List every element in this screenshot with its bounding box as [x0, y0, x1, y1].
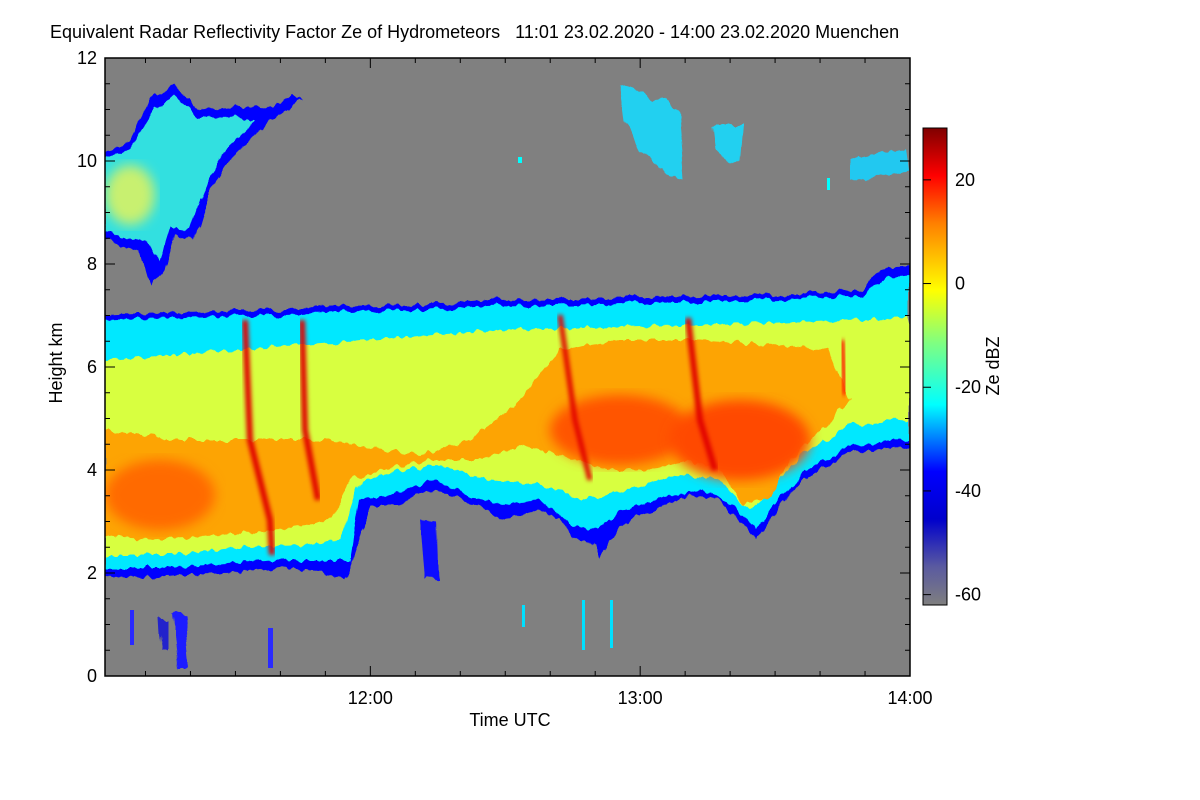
- x-tick-label: 14:00: [887, 688, 932, 708]
- low-clutter-6: [522, 605, 525, 627]
- colorbar-tick-label: -60: [955, 585, 981, 605]
- cirrus-center-b: [712, 125, 745, 165]
- y-tick-label: 6: [87, 357, 97, 377]
- cloud-layer-orange: [105, 340, 850, 540]
- x-axis-label: Time UTC: [469, 710, 550, 730]
- fall-streak-5: [839, 339, 848, 396]
- core-east: [670, 400, 810, 480]
- colorbar-ticks: 20 0 -20 -40 -60: [923, 170, 981, 605]
- colorbar-tick-label: 20: [955, 170, 975, 190]
- low-clutter-3: [130, 610, 134, 645]
- y-tick-label: 10: [77, 151, 97, 171]
- fall-streak-4: [685, 317, 718, 471]
- colorbar: [922, 127, 948, 606]
- y-tick-label: 4: [87, 460, 97, 480]
- low-clutter-8: [610, 600, 613, 648]
- fall-streak-2: [299, 319, 321, 501]
- low-clutter-4: [268, 628, 273, 668]
- cirrus-west-core: [105, 165, 155, 225]
- chart-title: Equivalent Radar Reflectivity Factor Ze …: [50, 22, 900, 42]
- reflectivity-field: [105, 85, 910, 668]
- colorbar-tick-label: 0: [955, 274, 965, 294]
- x-tick-label: 12:00: [348, 688, 393, 708]
- cirrus-east: [850, 148, 908, 180]
- core-west: [105, 460, 215, 530]
- colorbar-tick-label: -40: [955, 481, 981, 501]
- colorbar-label: Ze dBZ: [983, 336, 1003, 395]
- low-clutter-1: [172, 612, 190, 668]
- core-center: [550, 395, 690, 465]
- low-clutter-2: [158, 618, 168, 650]
- x-tick-label: 13:00: [618, 688, 663, 708]
- y-tick-label: 0: [87, 666, 97, 686]
- colorbar-tick-label: -20: [955, 377, 981, 397]
- y-axis-ticks: 0 2 4 6 8 10 12: [77, 48, 910, 686]
- low-clutter-7: [582, 600, 585, 650]
- low-clutter-5: [420, 520, 440, 580]
- fall-streak-1: [242, 319, 275, 556]
- cirrus-speck-2: [827, 178, 830, 190]
- cirrus-speck: [518, 157, 522, 163]
- y-tick-label: 12: [77, 48, 97, 68]
- y-axis-label: Height km: [46, 322, 66, 403]
- fall-streak-3: [557, 314, 593, 481]
- cirrus-center: [620, 85, 685, 180]
- y-tick-label: 2: [87, 563, 97, 583]
- y-tick-label: 8: [87, 254, 97, 274]
- x-axis-ticks: 12:00 13:00 14:00: [144, 58, 933, 708]
